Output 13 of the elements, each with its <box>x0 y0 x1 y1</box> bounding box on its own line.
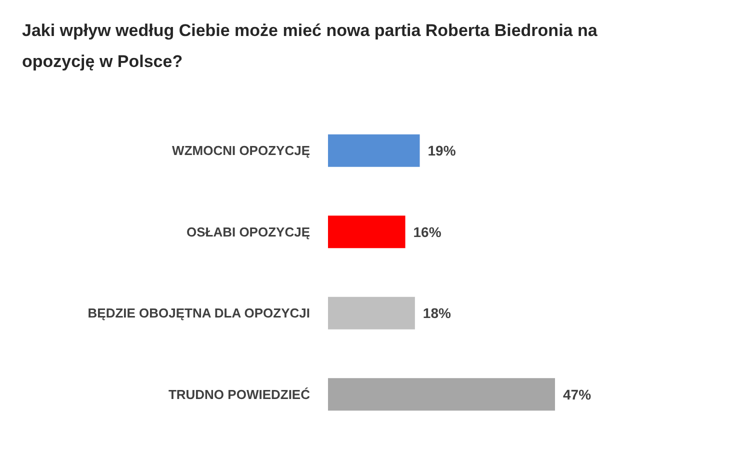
chart-title: Jaki wpływ według Ciebie może mieć nowa partia Roberta Biedronia na opozycję w Polsce? <box>22 21 598 71</box>
bar <box>328 216 406 248</box>
data-label: 18% <box>422 305 452 322</box>
bar <box>328 378 555 411</box>
data-label: 47% <box>563 386 592 402</box>
y-tick-label: BĘDZIE OBOJĘTNA DLA OPOZYCJI <box>88 306 310 321</box>
data-label: 16% <box>413 224 442 240</box>
data-label: 19% <box>428 142 456 159</box>
bar <box>328 296 415 330</box>
bar <box>328 134 420 167</box>
y-tick-label: TRUDNO POWIEDZIEĆ <box>168 386 311 402</box>
y-tick-label: WZMOCNI OPOZYCJĘ <box>172 143 310 158</box>
y-tick-label: OSŁABI OPOZYCJĘ <box>186 224 310 240</box>
